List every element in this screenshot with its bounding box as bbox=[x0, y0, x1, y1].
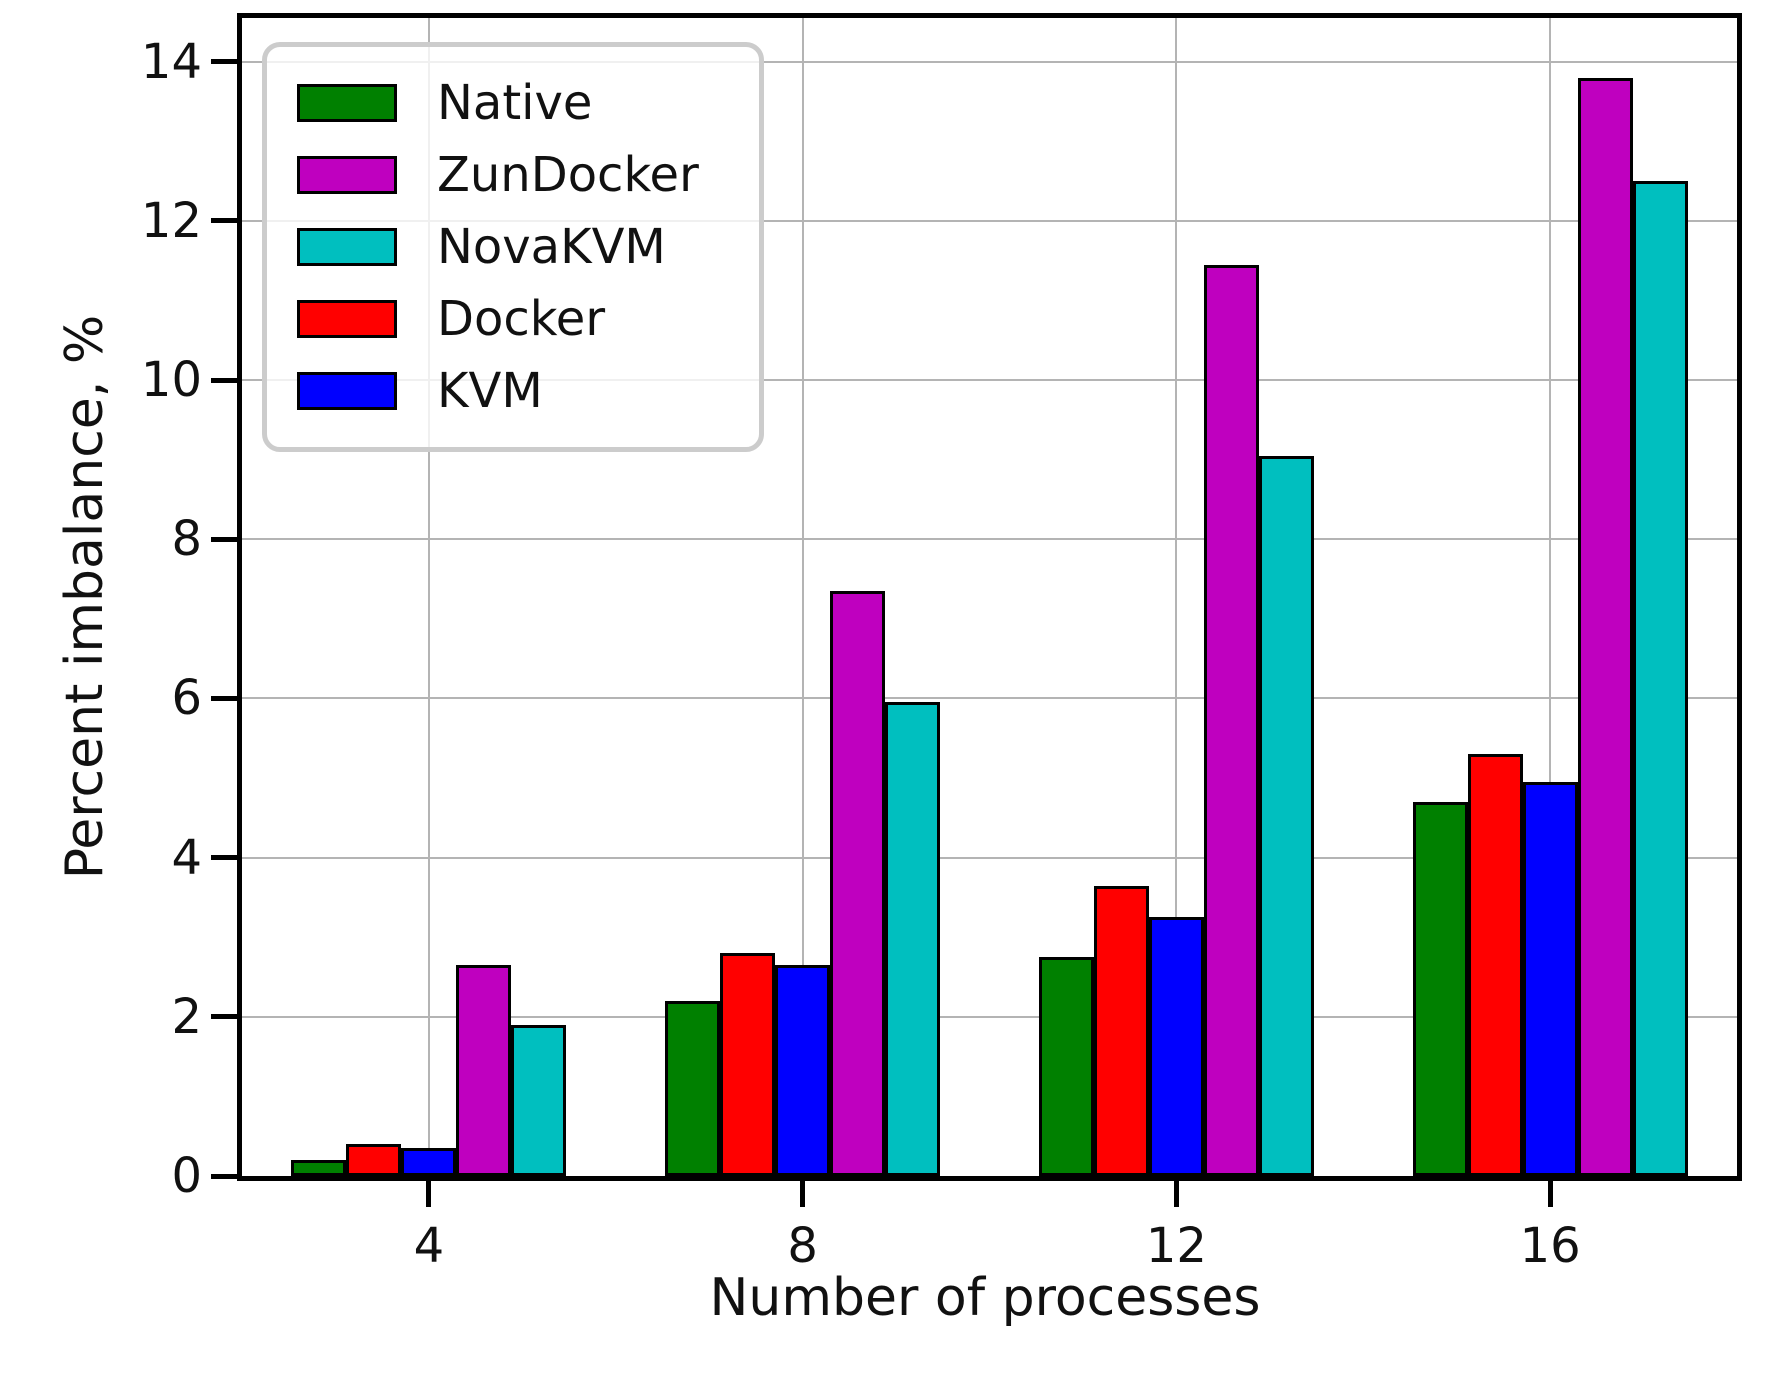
y-tick-label: 4 bbox=[171, 829, 202, 886]
y-tick-mark bbox=[211, 1173, 237, 1179]
bar-native-16 bbox=[1412, 801, 1468, 1176]
x-tick-label: 8 bbox=[787, 1218, 818, 1274]
legend-label: NovaKVM bbox=[437, 219, 666, 275]
gridline-horizontal bbox=[242, 856, 1737, 859]
x-tick-label: 4 bbox=[413, 1218, 445, 1274]
plot-area: 0 2 4 6 8 10 12 14 4 8 12 16 Native ZunDocker NovaKVM… bbox=[141, 13, 1742, 1274]
bar-kvm-8 bbox=[775, 965, 831, 1176]
y-tick-label: 8 bbox=[171, 511, 202, 568]
bar-novakvm-16 bbox=[1632, 181, 1688, 1176]
y-tick-mark bbox=[211, 59, 237, 65]
bar-docker-16 bbox=[1467, 754, 1523, 1176]
gridline-horizontal bbox=[242, 697, 1737, 700]
bar-kvm-12 bbox=[1148, 917, 1204, 1176]
y-tick-label: 0 bbox=[171, 1148, 202, 1204]
legend-item-docker: Docker bbox=[297, 283, 699, 355]
y-tick-mark bbox=[211, 218, 237, 224]
legend-label: KVM bbox=[437, 363, 543, 419]
legend-item-native: Native bbox=[297, 67, 699, 139]
legend-item-zundocker: ZunDocker bbox=[297, 139, 699, 211]
bar-zundocker-8 bbox=[830, 591, 886, 1176]
bar-native-8 bbox=[665, 1000, 721, 1176]
legend-swatch-icon bbox=[297, 156, 397, 194]
legend-swatch-icon bbox=[297, 372, 397, 410]
gridline-horizontal bbox=[242, 538, 1737, 541]
bar-native-4 bbox=[291, 1160, 347, 1176]
bar-kvm-4 bbox=[401, 1148, 457, 1176]
y-tick-label: 10 bbox=[140, 352, 202, 409]
gridline-vertical bbox=[801, 18, 804, 1176]
bar-zundocker-4 bbox=[456, 965, 512, 1176]
legend-swatch-icon bbox=[297, 228, 397, 266]
gridline-horizontal bbox=[242, 60, 1737, 63]
legend-item-kvm: KVM bbox=[297, 355, 699, 427]
bar-kvm-16 bbox=[1522, 782, 1578, 1176]
y-tick-mark bbox=[211, 536, 237, 542]
bar-docker-4 bbox=[346, 1144, 402, 1176]
gridline-vertical bbox=[1175, 18, 1178, 1176]
x-tick-mark bbox=[1547, 1181, 1553, 1207]
bar-novakvm-8 bbox=[885, 702, 941, 1176]
legend: Native ZunDocker NovaKVM Docker KVM bbox=[262, 42, 764, 452]
bar-zundocker-12 bbox=[1203, 264, 1259, 1176]
legend-label: Native bbox=[437, 75, 593, 131]
legend-label: ZunDocker bbox=[437, 147, 699, 203]
gridline-horizontal bbox=[242, 379, 1737, 382]
bar-native-12 bbox=[1038, 957, 1094, 1176]
legend-label: Docker bbox=[437, 291, 606, 347]
y-tick-label: 6 bbox=[171, 670, 202, 727]
legend-swatch-icon bbox=[297, 300, 397, 338]
y-tick-mark bbox=[211, 855, 237, 861]
legend-swatch-icon bbox=[297, 84, 397, 122]
x-tick-label: 16 bbox=[1519, 1218, 1581, 1274]
bar-zundocker-16 bbox=[1577, 77, 1633, 1176]
y-tick-label: 12 bbox=[140, 192, 202, 249]
gridline-vertical bbox=[427, 18, 430, 1176]
y-axis-label: Percent imbalance, % bbox=[55, 314, 115, 880]
y-tick-label: 14 bbox=[140, 33, 202, 90]
bar-docker-8 bbox=[720, 953, 776, 1176]
gridline-vertical bbox=[1549, 18, 1552, 1176]
y-tick-mark bbox=[211, 1014, 237, 1020]
x-tick-mark bbox=[1173, 1181, 1179, 1207]
y-tick-label: 2 bbox=[171, 988, 202, 1045]
x-tick-label: 12 bbox=[1145, 1218, 1207, 1274]
x-tick-mark bbox=[426, 1181, 432, 1207]
x-tick-mark bbox=[800, 1181, 806, 1207]
legend-item-novakvm: NovaKVM bbox=[297, 211, 699, 283]
bar-docker-12 bbox=[1093, 885, 1149, 1176]
y-tick-mark bbox=[211, 695, 237, 701]
x-axis-label: Number of processes bbox=[709, 1268, 1261, 1328]
bar-novakvm-12 bbox=[1258, 455, 1314, 1176]
y-tick-mark bbox=[211, 377, 237, 383]
gridline-horizontal bbox=[242, 219, 1737, 222]
bar-novakvm-4 bbox=[511, 1024, 567, 1176]
gridline-horizontal bbox=[242, 1015, 1737, 1018]
